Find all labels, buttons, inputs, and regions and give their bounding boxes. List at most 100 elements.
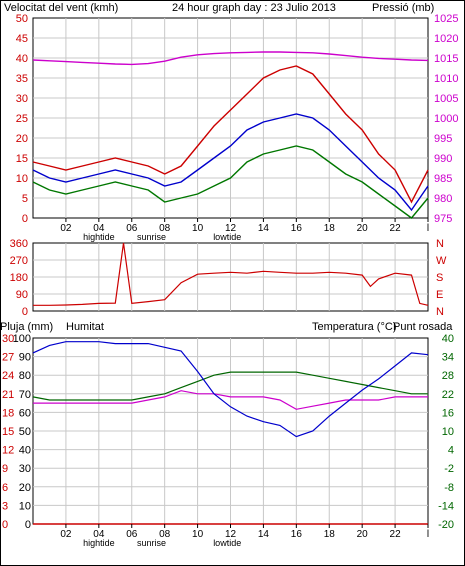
wind-y-tick-label: 40	[16, 53, 28, 65]
humidity-y-tick-label: 70	[19, 389, 31, 401]
wind-y-tick-label: 35	[16, 73, 28, 85]
direction-series-line	[33, 242, 429, 306]
wind-low-series-line	[32, 145, 429, 219]
humidity-series-line	[32, 341, 429, 438]
rain-y-tick-label: 15	[2, 426, 14, 438]
temperature-y-tick-label: 4	[448, 445, 454, 457]
direction-compass-label: N	[436, 306, 444, 318]
rain-y-tick-label: 3	[2, 500, 8, 512]
wind-avg-series-line	[32, 113, 429, 212]
direction-compass-label: S	[436, 272, 443, 284]
humidity-x-tick-label: 02	[60, 529, 72, 540]
humidity-x-tick-label: 04	[93, 529, 105, 540]
pressure-y-tick-label: 1025	[434, 13, 458, 25]
wind-x-tick-label: 10	[192, 223, 204, 234]
direction-y-tick-label: 180	[10, 272, 28, 284]
humidity-tide-label: hightide	[83, 538, 115, 548]
wind-x-tick-label: 08	[159, 223, 171, 234]
humidity-tide-label: lowtide	[213, 538, 241, 548]
temperature-axis-title: Temperatura (°C)	[312, 321, 396, 333]
wind-y-tick-label: 45	[16, 33, 28, 45]
humidity-tide-label: sunrise	[137, 538, 166, 548]
pressure-y-tick-label: 1010	[434, 73, 458, 85]
direction-compass-label: N	[436, 238, 444, 250]
temperature-y-tick-label: 10	[442, 426, 454, 438]
temperature-y-tick-label: -2	[444, 463, 454, 475]
humidity-x-tick-label: 06	[126, 529, 138, 540]
pressure-y-tick-label: 980	[434, 193, 452, 205]
pressure-y-tick-label: 990	[434, 153, 452, 165]
pressure-axis-title: Pressió (mb)	[372, 2, 434, 14]
rain-y-tick-label: 9	[2, 463, 8, 475]
wind-tide-label: hightide	[83, 232, 115, 242]
pressure-series-line	[32, 51, 429, 66]
wind-x-tick-label: 12	[225, 223, 237, 234]
temperature-y-tick-label: 16	[442, 407, 454, 419]
humidity-x-tick-label: l	[427, 529, 429, 540]
direction-y-tick-label: 90	[16, 289, 28, 301]
wind-x-tick-label: 02	[60, 223, 72, 234]
rain-y-tick-label: 30	[2, 333, 14, 345]
humidity-y-tick-label: 60	[19, 407, 31, 419]
humidity-x-tick-label: 14	[258, 529, 270, 540]
rain-axis-title: Pluja (mm)	[0, 321, 53, 333]
rain-y-tick-label: 18	[2, 407, 14, 419]
humidity-x-tick-label: 16	[291, 529, 303, 540]
wind-x-tick-label: l	[427, 223, 429, 234]
wind-x-tick-label: 22	[390, 223, 402, 234]
temperature-y-tick-label: -20	[438, 519, 454, 531]
pressure-y-tick-label: 1000	[434, 113, 458, 125]
rain-y-tick-label: 12	[2, 445, 14, 457]
dewpoint-axis-title: Punt rosada	[393, 321, 453, 333]
wind-y-tick-label: 0	[22, 213, 28, 225]
humidity-y-tick-label: 50	[19, 426, 31, 438]
rain-y-tick-label: 6	[2, 482, 8, 494]
temperature-y-tick-label: -8	[444, 482, 454, 494]
pressure-y-tick-label: 975	[434, 213, 452, 225]
temperature-y-tick-label: 22	[442, 389, 454, 401]
temperature-series-line	[32, 371, 428, 401]
rain-y-tick-label: 0	[2, 519, 8, 531]
wind-y-tick-label: 50	[16, 13, 28, 25]
humidity-y-tick-label: 80	[19, 370, 31, 382]
wind-x-tick-label: 20	[357, 223, 369, 234]
humidity-y-tick-label: 100	[13, 333, 31, 345]
wind-tide-label: lowtide	[213, 232, 241, 242]
wind-speed-series-line	[32, 65, 429, 204]
temperature-y-tick-label: 28	[442, 370, 454, 382]
humidity-x-tick-label: 22	[390, 529, 402, 540]
temperature-y-tick-label: 34	[442, 352, 454, 364]
humidity-y-tick-label: 10	[19, 500, 31, 512]
pressure-y-tick-label: 1005	[434, 93, 458, 105]
direction-y-tick-label: 270	[10, 255, 28, 267]
wind-y-tick-label: 30	[16, 93, 28, 105]
wind-y-tick-label: 15	[16, 153, 28, 165]
pressure-y-tick-label: 985	[434, 173, 452, 185]
wind-x-tick-label: 18	[324, 223, 336, 234]
direction-compass-label: W	[436, 255, 447, 267]
pressure-y-tick-label: 995	[434, 133, 452, 145]
rain-y-tick-label: 24	[2, 370, 14, 382]
rain-y-tick-label: 21	[2, 389, 14, 401]
humidity-x-tick-label: 18	[324, 529, 336, 540]
direction-y-tick-label: 0	[22, 306, 28, 318]
humidity-y-tick-label: 0	[25, 519, 31, 531]
wind-y-tick-label: 20	[16, 133, 28, 145]
temperature-y-tick-label: -14	[438, 500, 454, 512]
humidity-axis-title: Humitat	[66, 321, 104, 333]
wind-axis-title: Velocitat del vent (kmh)	[4, 2, 118, 14]
temperature-y-tick-label: 40	[442, 333, 454, 345]
wind-x-tick-label: 04	[93, 223, 105, 234]
wind-x-tick-label: 14	[258, 223, 270, 234]
humidity-x-tick-label: 12	[225, 529, 237, 540]
humidity-x-tick-label: 10	[192, 529, 204, 540]
humidity-x-tick-label: 08	[159, 529, 171, 540]
rain-y-tick-label: 27	[2, 352, 14, 364]
humidity-y-tick-label: 90	[19, 352, 31, 364]
humidity-y-tick-label: 30	[19, 463, 31, 475]
wind-y-tick-label: 25	[16, 113, 28, 125]
direction-y-tick-label: 360	[10, 238, 28, 250]
pressure-y-tick-label: 1015	[434, 53, 458, 65]
